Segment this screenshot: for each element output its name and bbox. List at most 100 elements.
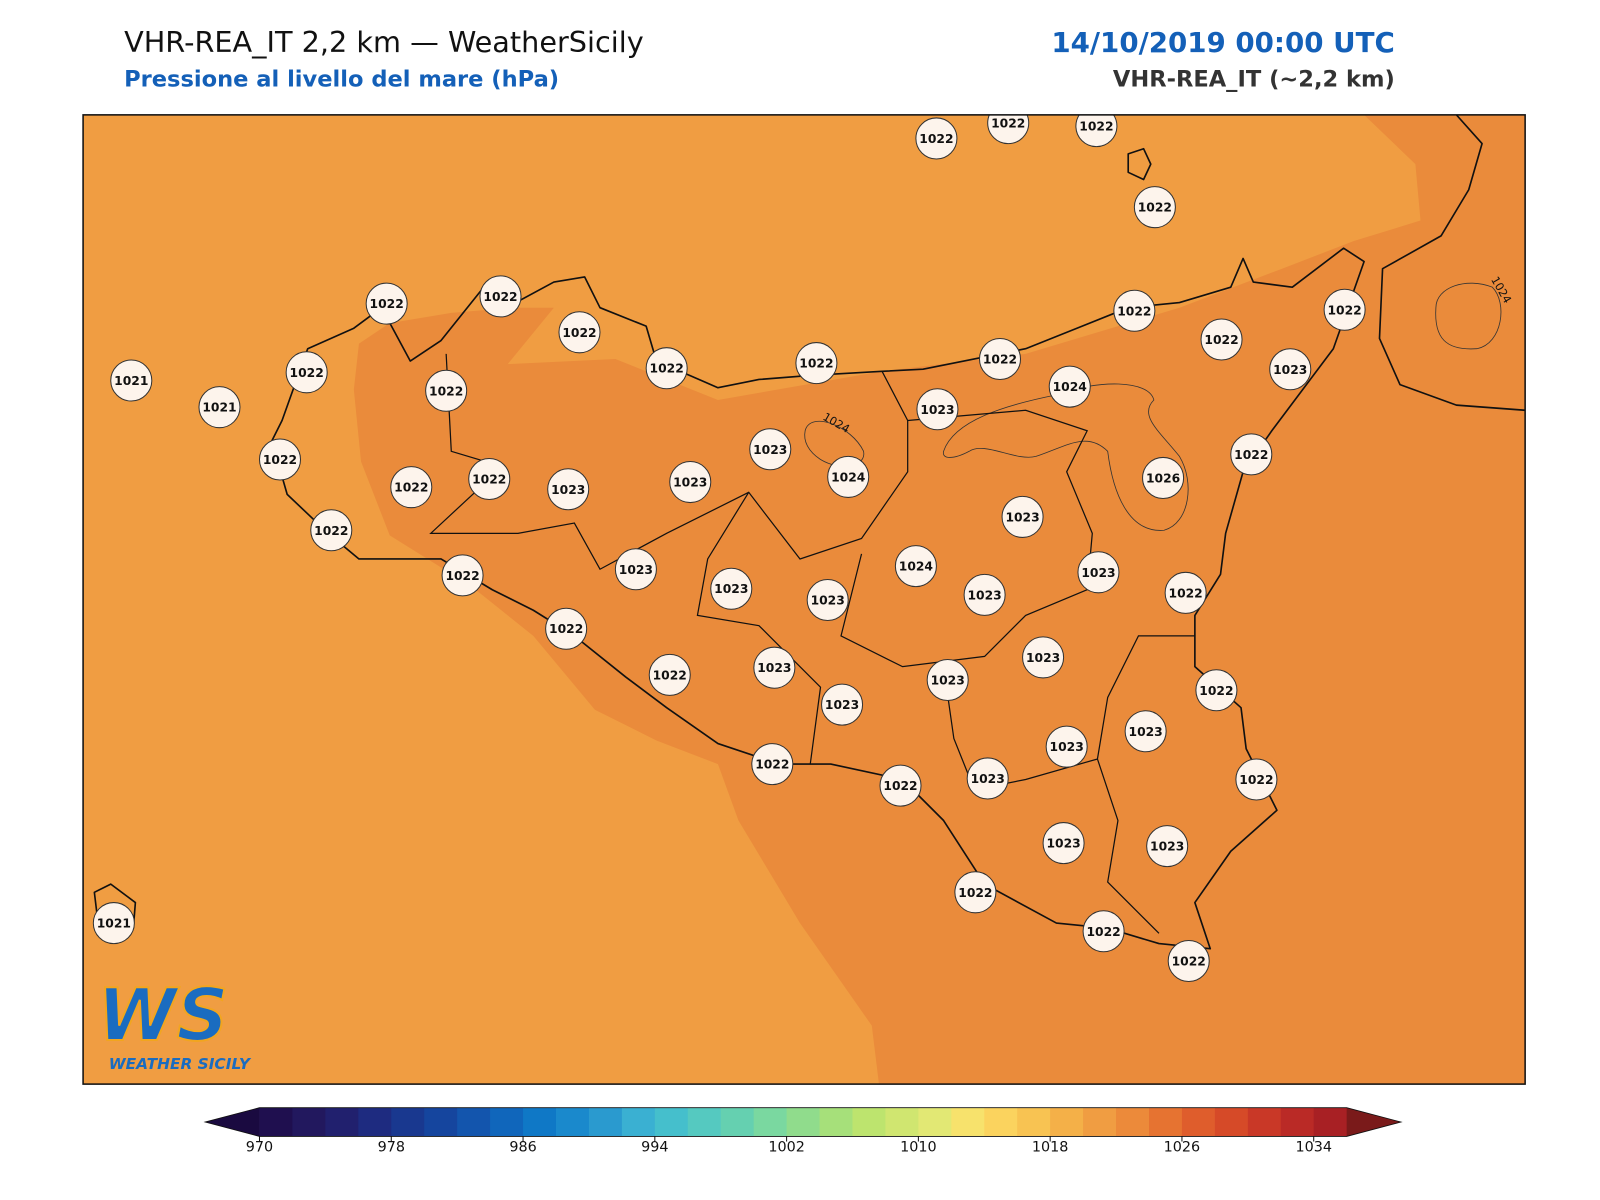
- colorbar-tick-label: 986: [509, 1140, 536, 1156]
- coastline-calabria: [1378, 114, 1526, 412]
- colorbar-extend-low: [205, 1107, 260, 1137]
- colorbar-band: [984, 1107, 1018, 1137]
- station-value: 1022: [919, 132, 953, 146]
- station-value: 1021: [97, 917, 131, 931]
- station-value: 1022: [1204, 333, 1238, 347]
- station-value: 1022: [653, 668, 687, 682]
- station-value: 1023: [1081, 566, 1115, 580]
- colorbar-band: [1083, 1107, 1117, 1137]
- station-marker: [310, 509, 353, 552]
- station-value: 1022: [650, 362, 684, 376]
- colorbar-band: [786, 1107, 821, 1137]
- pressure-band: [1435, 282, 1502, 350]
- map-frame: [82, 114, 1526, 1085]
- station-marker: [1230, 433, 1273, 476]
- station-value: 1022: [1327, 303, 1361, 317]
- colorbar-band: [1247, 1107, 1282, 1137]
- station-value: 1022: [1234, 448, 1268, 462]
- station-marker: [198, 386, 241, 429]
- station-marker: [710, 567, 753, 610]
- station-value: 1023: [1005, 510, 1039, 524]
- colorbar-band: [621, 1107, 656, 1137]
- colorbar-band: [1017, 1107, 1051, 1137]
- model-label: VHR-REA_IT (~2,2 km): [1113, 67, 1395, 93]
- station-value: 1022: [370, 297, 404, 311]
- station-value: 1023: [1150, 840, 1184, 854]
- station-marker: [806, 578, 849, 622]
- colorbar-band: [424, 1107, 458, 1137]
- station-marker: [753, 646, 796, 689]
- station-value: 1022: [472, 473, 506, 487]
- station-value: 1023: [825, 698, 859, 712]
- colorbar-band: [654, 1107, 689, 1137]
- station-marker: [669, 461, 712, 504]
- logo-name: WEATHER SICILY: [109, 1055, 252, 1073]
- colorbar-band: [687, 1107, 722, 1137]
- colorbar-band: [951, 1107, 985, 1137]
- station-marker: [1323, 288, 1366, 331]
- station-marker: [1235, 758, 1278, 801]
- station-value: 1023: [551, 483, 585, 497]
- colorbar-extend-high: [1346, 1107, 1402, 1137]
- station-value: 1022: [983, 353, 1017, 367]
- colorbar-tick-label: 1002: [768, 1140, 805, 1156]
- station-marker: [987, 114, 1030, 145]
- colorbar-band: [457, 1107, 491, 1137]
- station-value: 1023: [971, 772, 1005, 786]
- colorbar-band: [753, 1107, 788, 1137]
- station-value: 1022: [483, 290, 517, 304]
- station-marker: [614, 548, 657, 591]
- station-marker: [894, 545, 937, 588]
- station-value: 1023: [1129, 725, 1163, 739]
- colorbar-band: [1181, 1107, 1216, 1137]
- colorbar-band: [1313, 1107, 1348, 1137]
- colorbar-band: [325, 1107, 359, 1137]
- station-value: 1023: [1273, 363, 1307, 377]
- colorbar-band: [555, 1107, 590, 1137]
- station-marker: [751, 743, 794, 786]
- colorbar-band: [720, 1107, 755, 1137]
- station-value: 1022: [799, 357, 833, 371]
- station-value: 1023: [967, 588, 1001, 602]
- station-marker: [1045, 725, 1088, 768]
- station-value: 1024: [899, 560, 933, 574]
- subtitle: Pressione al livello del mare (hPa): [124, 67, 559, 93]
- station-marker: [1048, 365, 1091, 408]
- station-marker: [258, 438, 302, 481]
- station-marker: [1082, 910, 1125, 953]
- station-marker: [1042, 822, 1085, 865]
- station-marker: [285, 351, 328, 394]
- colorbar-band: [819, 1107, 854, 1137]
- station-marker: [963, 573, 1006, 616]
- station-value: 1022: [1239, 773, 1273, 787]
- station-marker: [749, 428, 792, 471]
- station-value: 1022: [1086, 925, 1120, 939]
- station-marker: [915, 117, 958, 160]
- station-marker: [92, 902, 135, 945]
- colorbar-band: [358, 1107, 392, 1137]
- colorbar-band: [490, 1107, 524, 1137]
- station-marker: [916, 388, 959, 431]
- colorbar-band: [918, 1107, 952, 1137]
- station-marker: [1269, 348, 1312, 391]
- station-value: 1021: [114, 374, 148, 388]
- station-marker: [441, 554, 484, 597]
- station-value: 1022: [991, 117, 1025, 131]
- colorbar-tick-label: 994: [641, 1140, 668, 1156]
- station-marker: [1001, 495, 1044, 538]
- station-value: 1022: [549, 622, 583, 636]
- logo-mark: WS: [97, 973, 228, 1057]
- station-value: 1023: [1050, 740, 1084, 754]
- station-value: 1022: [883, 779, 917, 793]
- station-value: 1023: [673, 476, 707, 490]
- station-marker: [1200, 318, 1243, 361]
- station-marker: [648, 653, 691, 696]
- station-value: 1022: [1117, 304, 1151, 318]
- station-marker: [1167, 940, 1210, 983]
- station-marker: [1022, 636, 1065, 679]
- colorbar-band: [885, 1107, 919, 1137]
- station-marker: [1077, 551, 1120, 594]
- station-value: 1022: [755, 758, 789, 772]
